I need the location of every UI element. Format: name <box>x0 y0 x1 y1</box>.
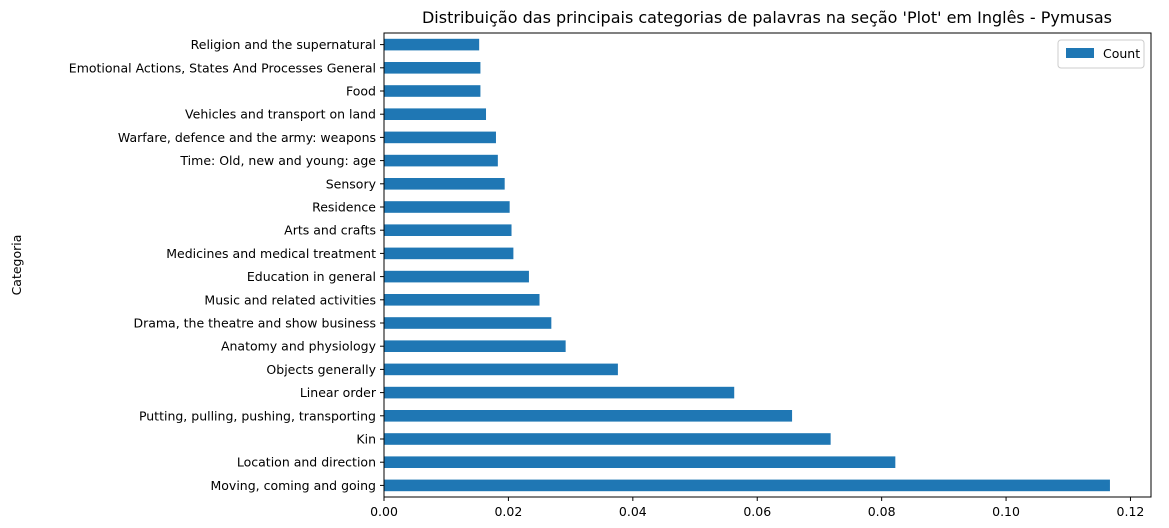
chart-title: Distribuição das principais categorias d… <box>422 8 1112 27</box>
y-tick-label: Moving, coming and going <box>210 478 376 493</box>
y-tick-label: Food <box>346 84 376 99</box>
bar <box>384 340 566 352</box>
legend-swatch <box>1066 48 1094 58</box>
bar <box>384 247 514 260</box>
x-tick-label: 0.12 <box>1117 504 1145 519</box>
y-tick-label: Drama, the theatre and show business <box>133 316 376 331</box>
bar <box>384 131 496 144</box>
y-tick-label: Anatomy and physiology <box>221 339 377 354</box>
x-axis-ticks: 0.00 0.02 0.04 0.06 0.08 0.10 0.12 <box>370 497 1144 519</box>
y-tick-label: Residence <box>312 200 376 215</box>
bar <box>384 108 487 120</box>
y-tick-label: Religion and the supernatural <box>191 37 376 52</box>
bar <box>384 178 505 190</box>
y-tick-label: Location and direction <box>237 455 376 470</box>
y-tick-label: Objects generally <box>266 362 376 377</box>
y-tick-label: Kin <box>356 432 376 447</box>
y-tick-label: Putting, pulling, pushing, transporting <box>139 408 376 423</box>
bar <box>384 154 498 167</box>
bar <box>384 317 552 329</box>
legend-label: Count <box>1103 46 1140 61</box>
x-tick-label: 0.06 <box>743 504 771 519</box>
x-tick-label: 0.10 <box>992 504 1020 519</box>
y-tick-label: Sensory <box>326 176 377 191</box>
plot-frame <box>383 32 1152 498</box>
bar <box>384 479 1110 492</box>
bar <box>384 62 481 74</box>
x-tick-label: 0.04 <box>619 504 647 519</box>
bars <box>384 38 1110 492</box>
legend-box <box>1057 39 1145 69</box>
x-tick-label: 0.00 <box>370 504 398 519</box>
y-tick-label: Vehicles and transport on land <box>185 107 376 122</box>
y-tick-label: Time: Old, new and young: age <box>179 153 376 168</box>
y-tick-label: Warfare, defence and the army: weapons <box>118 130 376 145</box>
y-tick-label: Music and related activities <box>204 292 376 307</box>
bar <box>384 224 512 236</box>
bar <box>384 294 540 306</box>
x-tick-label: 0.08 <box>868 504 896 519</box>
y-tick-label: Arts and crafts <box>284 223 376 238</box>
y-axis-label: Categoria <box>9 235 24 296</box>
y-tick-label: Medicines and medical treatment <box>166 246 376 261</box>
bar <box>384 456 896 468</box>
bar <box>384 38 480 51</box>
y-axis-ticks: Moving, coming and going Location and dir… <box>69 37 384 493</box>
x-tick-label: 0.02 <box>494 504 522 519</box>
y-tick-label: Linear order <box>300 385 377 400</box>
bar <box>384 85 481 97</box>
y-tick-label: Emotional Actions, States And Processes … <box>69 60 376 75</box>
bar <box>384 270 529 283</box>
y-tick-label: Education in general <box>247 269 376 284</box>
bar <box>384 201 510 213</box>
bar <box>384 363 618 376</box>
bar <box>384 410 793 422</box>
bar <box>384 386 735 399</box>
bar <box>384 433 831 445</box>
legend: Count <box>1057 39 1145 69</box>
